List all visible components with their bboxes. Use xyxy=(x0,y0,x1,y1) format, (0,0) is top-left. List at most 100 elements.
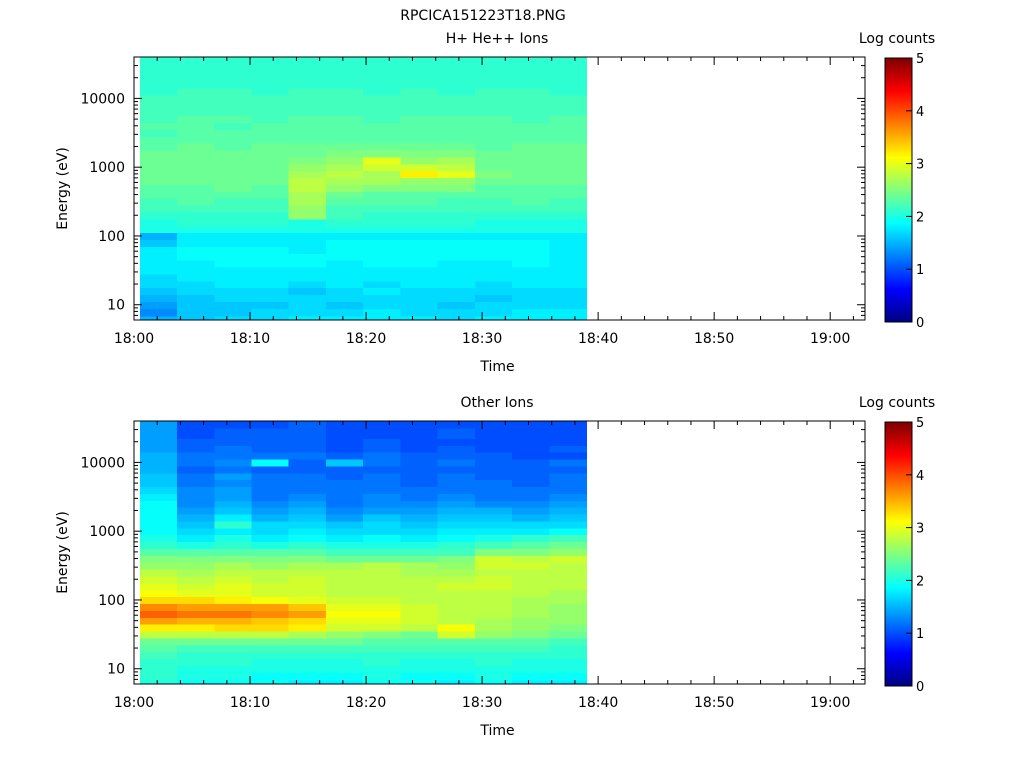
heatmap-cell xyxy=(177,246,215,254)
heatmap-cell xyxy=(400,308,439,317)
heatmap-cell xyxy=(214,115,253,124)
heatmap-cell xyxy=(177,513,215,522)
heatmap-cell xyxy=(288,74,327,82)
heatmap-cell xyxy=(325,232,364,241)
heatmap-cell xyxy=(437,156,476,165)
heatmap-cell xyxy=(549,562,588,570)
colorbar-swatch xyxy=(885,308,912,311)
heatmap-cell xyxy=(437,170,476,179)
heatmap-cell xyxy=(251,513,290,522)
colorbar-swatch xyxy=(885,652,912,655)
colorbar-swatch xyxy=(885,92,912,95)
heatmap-cell xyxy=(251,94,290,103)
heatmap-cell xyxy=(177,637,215,646)
plot-frame xyxy=(133,420,866,685)
heatmap-cell xyxy=(288,218,327,227)
colorbar-tick-label: 0 xyxy=(916,316,924,331)
colorbar-swatch xyxy=(885,102,912,105)
heatmap-cell xyxy=(474,108,513,117)
heatmap-cell xyxy=(437,211,476,220)
heatmap-cell xyxy=(251,541,290,549)
heatmap-cell xyxy=(214,253,253,261)
heatmap-cell xyxy=(288,541,327,549)
colorbar-swatch xyxy=(885,470,912,473)
colorbar-swatch xyxy=(885,84,912,87)
heatmap-cell xyxy=(325,596,364,605)
heatmap-cell xyxy=(363,624,401,632)
heatmap-cell xyxy=(214,527,253,536)
heatmap-cell xyxy=(437,273,476,282)
heatmap-cell xyxy=(139,122,178,130)
heatmap-cell xyxy=(288,644,327,653)
heatmap-cell xyxy=(214,637,253,646)
heatmap-cell xyxy=(363,644,401,653)
heatmap-cell xyxy=(512,472,550,481)
heatmap-cell xyxy=(549,555,588,563)
heatmap-cell xyxy=(214,603,253,611)
colorbar-swatch xyxy=(885,548,912,551)
heatmap-cell xyxy=(437,617,476,625)
heatmap-cell xyxy=(214,280,253,289)
heatmap-cell xyxy=(177,500,215,508)
colorbar-swatch xyxy=(885,672,912,675)
heatmap-cell xyxy=(512,421,550,429)
heatmap-cell xyxy=(214,287,253,296)
heatmap-cell xyxy=(139,177,178,185)
colorbar-swatch xyxy=(885,516,912,519)
heatmap-cell xyxy=(474,624,513,632)
colorbar-swatch xyxy=(885,614,912,617)
heatmap-cell xyxy=(214,246,253,254)
heatmap-cell xyxy=(288,534,327,543)
heatmap-cell xyxy=(325,177,364,185)
heatmap-cell xyxy=(363,273,401,282)
heatmap-cell xyxy=(214,520,253,529)
heatmap-cell xyxy=(474,644,513,653)
heatmap-cell xyxy=(325,88,364,96)
colorbar-swatch xyxy=(885,588,912,591)
heatmap-cell xyxy=(288,239,327,247)
colorbar-swatch xyxy=(885,158,912,161)
heatmap-cell xyxy=(512,101,550,110)
colorbar-tick-label: 1 xyxy=(916,263,924,278)
heatmap-cell xyxy=(474,88,513,96)
colorbar-swatch xyxy=(885,454,912,457)
heatmap-cell xyxy=(400,582,439,591)
heatmap-cell xyxy=(139,64,178,75)
heatmap-cell xyxy=(288,630,327,639)
colorbar-swatch xyxy=(885,152,912,155)
heatmap-cell xyxy=(400,486,439,494)
heatmap-cell xyxy=(363,205,401,213)
heatmap-cell xyxy=(437,218,476,227)
colorbar-swatch xyxy=(885,512,912,515)
colorbar-swatch xyxy=(885,126,912,129)
heatmap-cell xyxy=(512,232,550,241)
heatmap-cell xyxy=(437,184,476,192)
heatmap-cell xyxy=(400,301,439,309)
heatmap-cell xyxy=(288,527,327,536)
heatmap-cell xyxy=(325,610,364,618)
colorbar-swatch xyxy=(885,246,912,249)
heatmap-cell xyxy=(363,458,401,467)
heatmap-cell xyxy=(251,294,290,302)
heatmap-cell xyxy=(400,156,439,165)
heatmap-cell xyxy=(549,294,588,302)
heatmap-cell xyxy=(474,170,513,179)
heatmap-cell xyxy=(474,617,513,625)
heatmap-cell xyxy=(288,143,327,151)
heatmap-cell xyxy=(288,149,327,158)
heatmap-cell xyxy=(400,191,439,199)
heatmap-cell xyxy=(214,57,253,65)
heatmap-cell xyxy=(288,458,327,467)
heatmap-cell xyxy=(214,493,253,501)
heatmap-cell xyxy=(474,232,513,241)
heatmap-cell xyxy=(549,156,588,165)
y-axis-label: Energy (eV) xyxy=(55,147,71,230)
colorbar-swatch xyxy=(885,544,912,547)
colorbar-swatch xyxy=(885,280,912,283)
heatmap-cell xyxy=(139,94,178,103)
heatmap-cell xyxy=(139,211,178,220)
heatmap-cell xyxy=(437,101,476,110)
colorbar-swatch xyxy=(885,594,912,597)
colorbar-swatch xyxy=(885,58,912,61)
heatmap-cell xyxy=(177,315,215,321)
